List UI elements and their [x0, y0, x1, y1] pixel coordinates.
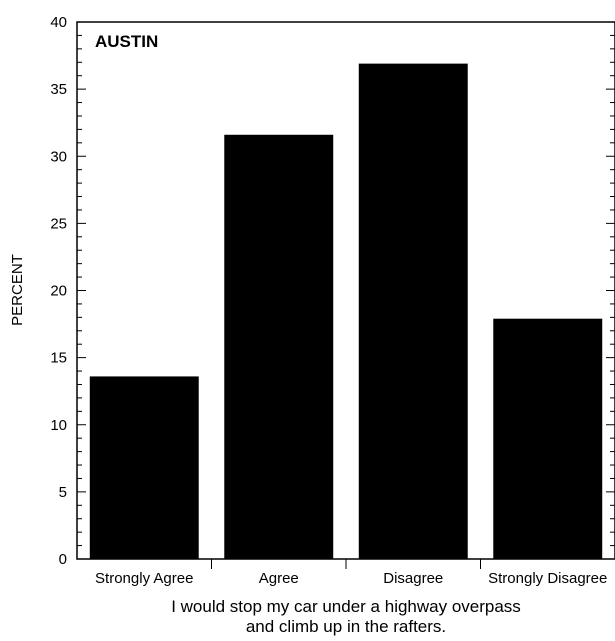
- category-label: Disagree: [383, 570, 443, 587]
- x-axis: [211, 559, 481, 569]
- bar: [358, 63, 468, 560]
- y-tick-label: 10: [50, 417, 67, 434]
- y-tick-label: 30: [50, 148, 67, 165]
- y-tick-label: 40: [50, 14, 67, 31]
- y-tick-label: 15: [50, 350, 67, 367]
- y-axis: 0 5 10 15 20 25 30 35 40: [50, 14, 615, 568]
- y-tick-label: 20: [50, 283, 67, 300]
- category-label: Strongly Agree: [95, 570, 193, 587]
- category-label: Agree: [259, 570, 299, 587]
- bars: [89, 63, 603, 560]
- chart-title: AUSTIN: [95, 32, 158, 51]
- y-axis-title: PERCENT: [9, 254, 26, 326]
- y-tick-label: 0: [59, 551, 67, 568]
- y-tick-label: 5: [59, 484, 67, 501]
- bar: [493, 318, 603, 559]
- y-tick-label: 35: [50, 81, 67, 98]
- category-label: Strongly Disagree: [488, 570, 607, 587]
- bar: [89, 376, 199, 559]
- y-tick-label: 25: [50, 215, 67, 232]
- x-axis-title-line-2: and climb up in the rafters.: [246, 617, 446, 636]
- category-labels: Strongly Agree Agree Disagree Strongly Disa…: [95, 570, 607, 587]
- bar: [224, 134, 334, 559]
- x-axis-title-line-1: I would stop my car under a highway over…: [171, 597, 521, 616]
